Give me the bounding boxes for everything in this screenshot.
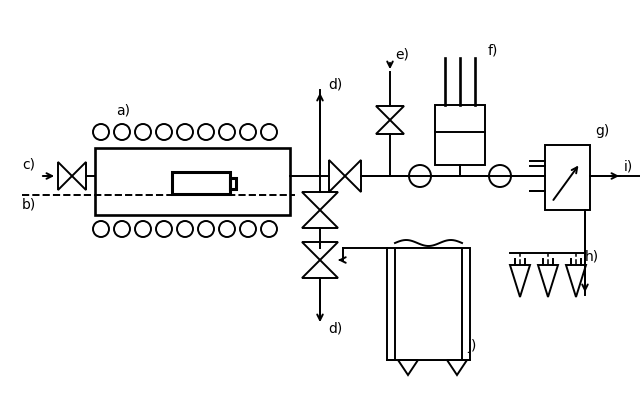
Text: e): e) xyxy=(395,47,409,61)
Bar xyxy=(230,177,236,189)
Text: c): c) xyxy=(22,157,35,171)
Text: j): j) xyxy=(467,339,476,353)
Text: d): d) xyxy=(328,322,342,336)
Bar xyxy=(95,148,290,215)
Text: f): f) xyxy=(488,44,499,58)
Bar xyxy=(545,145,590,210)
Bar xyxy=(172,172,230,194)
Text: a): a) xyxy=(116,104,130,118)
Text: h): h) xyxy=(585,249,599,263)
Text: b): b) xyxy=(22,198,36,212)
Text: i): i) xyxy=(624,160,633,174)
Text: g): g) xyxy=(595,124,609,138)
Text: d): d) xyxy=(328,77,342,91)
Bar xyxy=(435,105,485,165)
Bar xyxy=(395,248,462,360)
Bar xyxy=(387,248,470,360)
